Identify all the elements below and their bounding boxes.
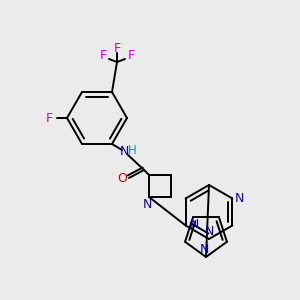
- Text: O: O: [117, 172, 127, 185]
- Text: N: N: [199, 244, 209, 256]
- Text: N: N: [142, 199, 152, 212]
- Text: N: N: [235, 192, 244, 205]
- Text: F: F: [128, 49, 135, 62]
- Text: N: N: [204, 226, 214, 238]
- Text: F: F: [113, 41, 121, 55]
- Text: N: N: [119, 146, 129, 158]
- Text: H: H: [128, 145, 136, 158]
- Text: N: N: [189, 218, 199, 231]
- Text: F: F: [45, 112, 52, 124]
- Text: F: F: [99, 49, 106, 62]
